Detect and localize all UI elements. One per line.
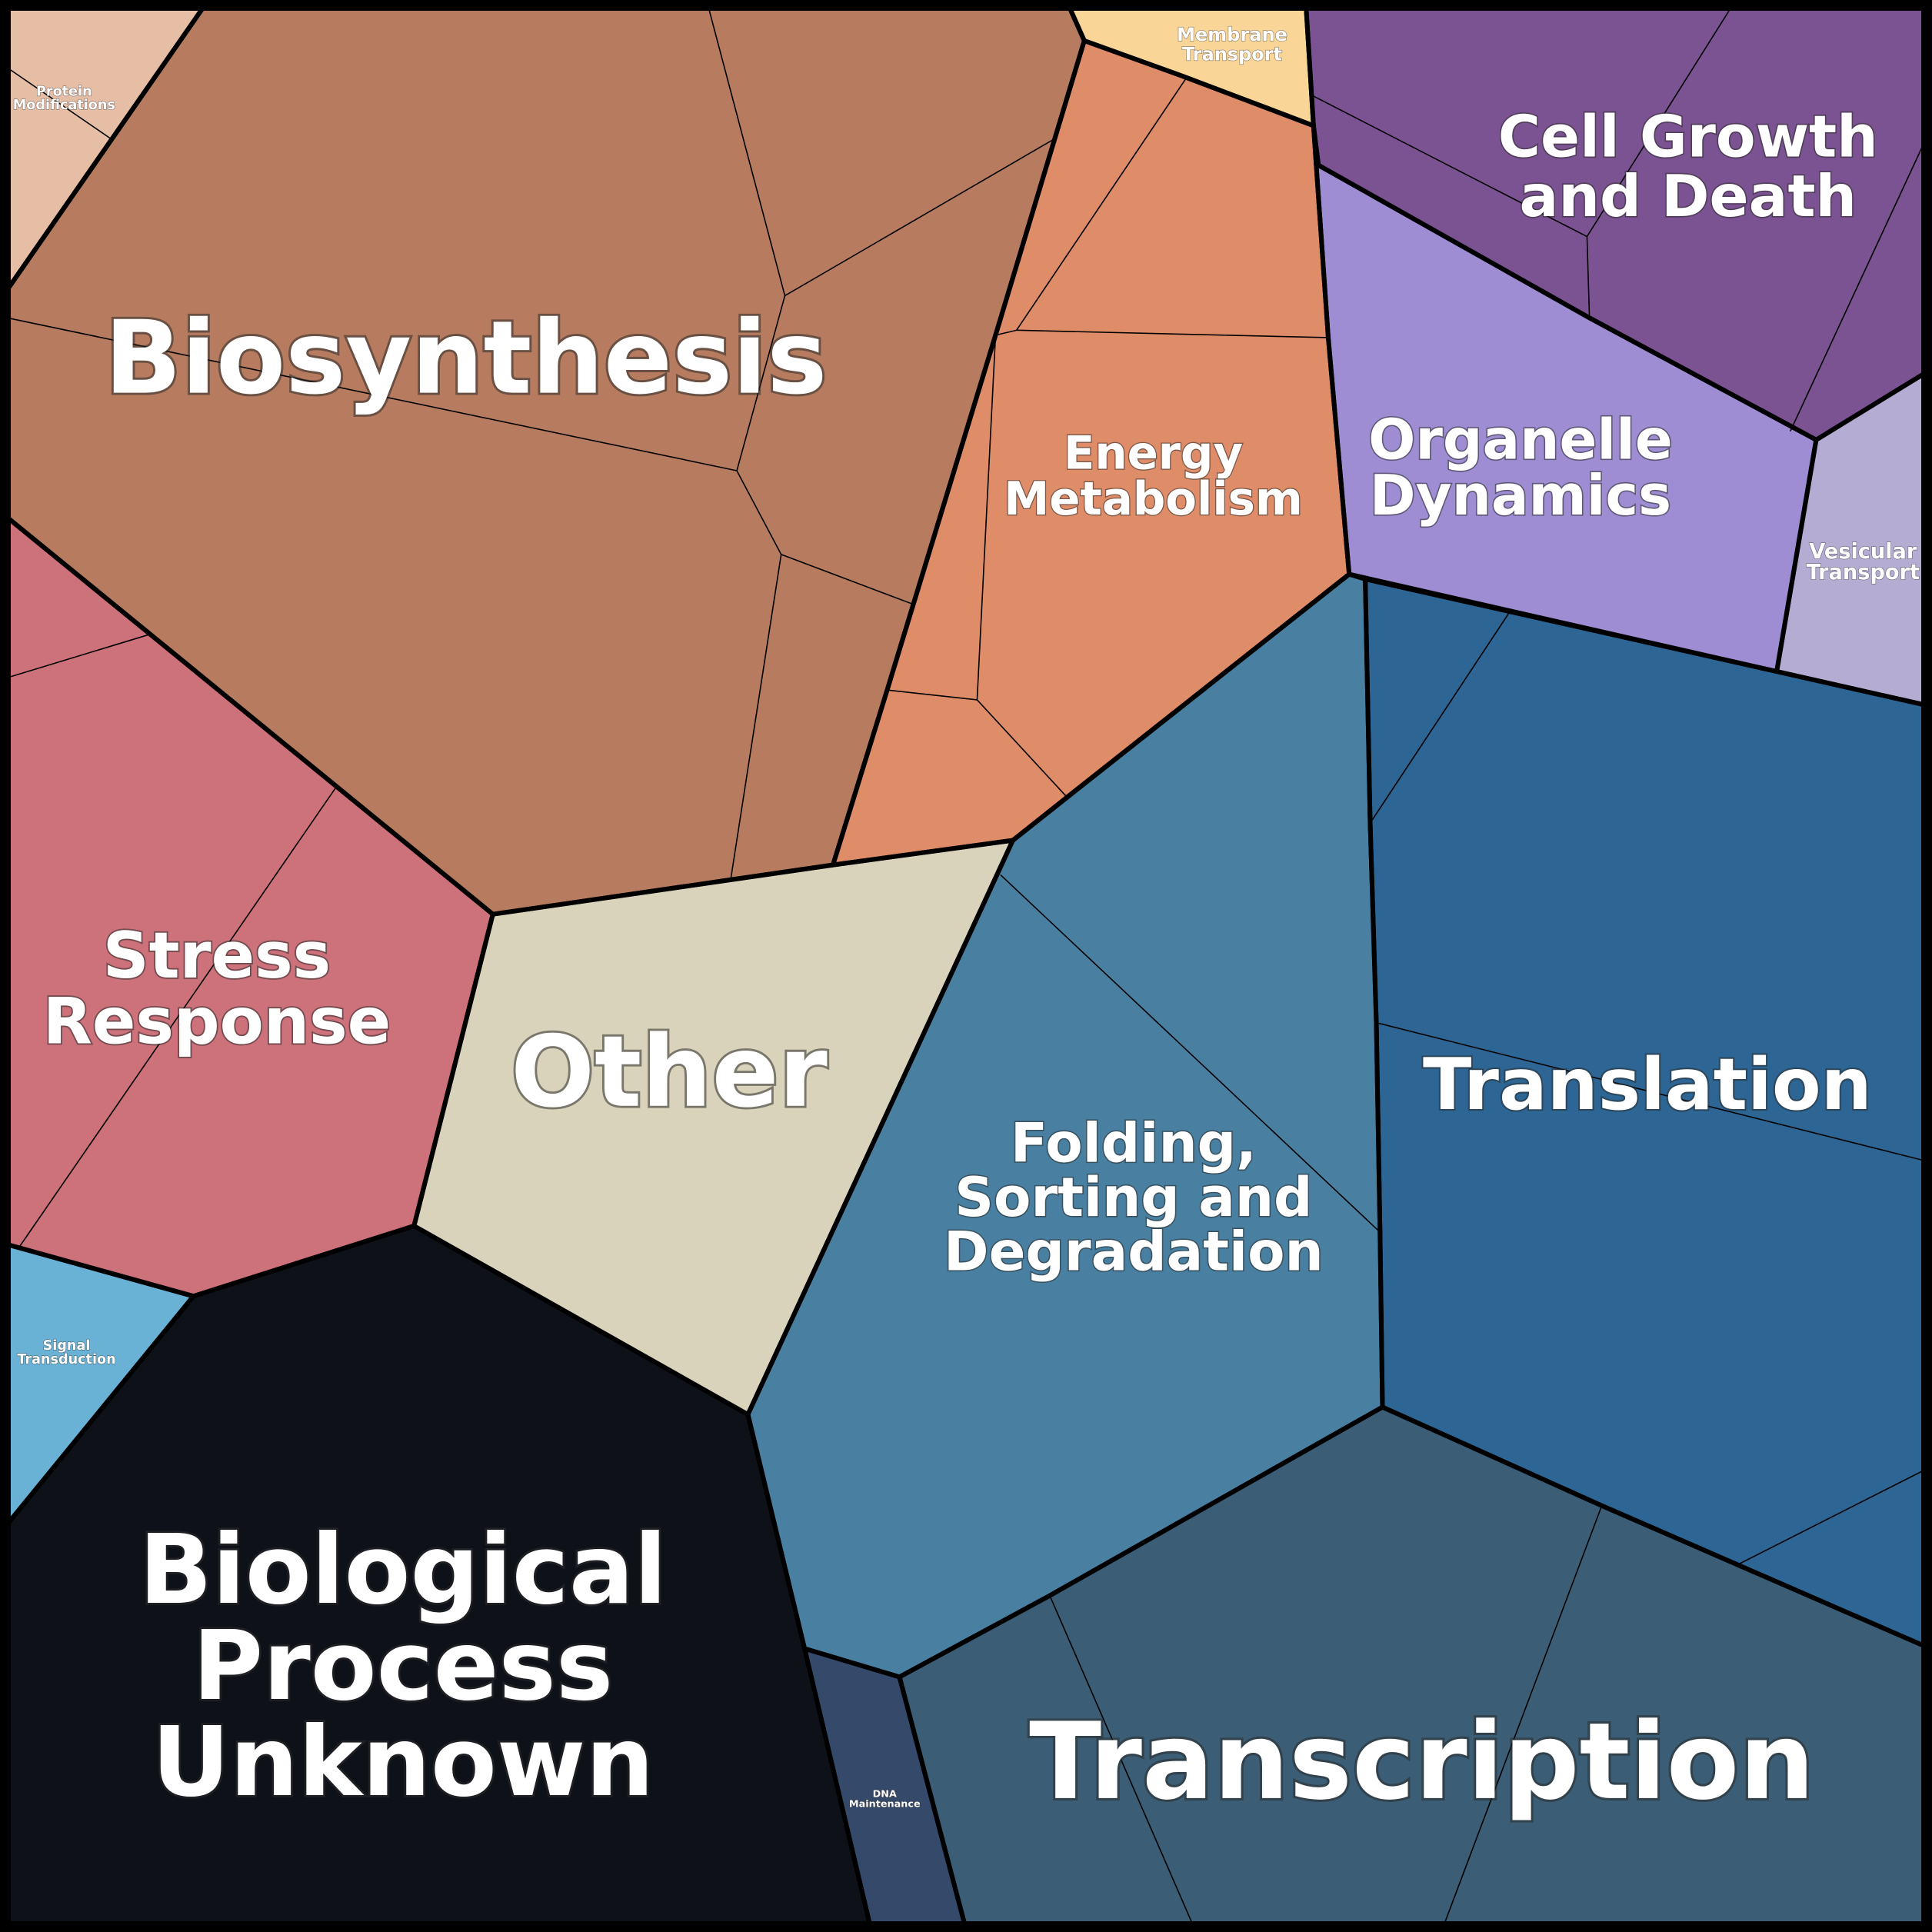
- label-line: Other: [511, 1014, 828, 1129]
- subcell-line-translation: [1369, 611, 1511, 824]
- label-other: Other: [511, 1014, 828, 1129]
- label-line: Maintenance: [849, 1798, 921, 1810]
- label-dna-maintenance: DNA Maintenance: [849, 1788, 921, 1810]
- label-line: Metabolism: [1004, 472, 1303, 525]
- label-stress-response: Stress Response: [43, 918, 391, 1058]
- subcell-line-stress-response: [18, 788, 336, 1249]
- subcell-line-energy-metabolism: [995, 329, 1017, 336]
- label-biosynthesis: Biosynthesis: [105, 298, 828, 416]
- subcell-line-translation: [1737, 1469, 1925, 1566]
- subcell-line-biosynthesis: [784, 137, 1057, 297]
- label-line: Organelle: [1368, 408, 1673, 473]
- label-line: Membrane: [1177, 24, 1287, 45]
- label-line: Response: [43, 984, 391, 1058]
- label-line: Transport: [1807, 561, 1920, 585]
- label-line: Transduction: [17, 1352, 115, 1367]
- label-line: Folding,: [1011, 1112, 1257, 1175]
- subcell-line-protein-modifications: [7, 67, 114, 142]
- subcell-boundaries: [7, 7, 1926, 1925]
- label-cell-growth-and-death: Cell Growth and Death: [1498, 103, 1878, 231]
- label-line: Unknown: [152, 1706, 654, 1817]
- label-energy-metabolism: Energy Metabolism: [1004, 426, 1303, 525]
- label-line: Biosynthesis: [105, 298, 828, 416]
- label-line: Protein: [36, 84, 92, 99]
- subcell-line-translation: [1376, 1021, 1925, 1161]
- label-line: and Death: [1520, 162, 1857, 230]
- label-line: Translation: [1423, 1043, 1872, 1126]
- label-vesicular-transport: Vesicular Transport: [1807, 539, 1920, 584]
- label-line: Dynamics: [1370, 464, 1671, 528]
- subcell-line-biosynthesis: [781, 554, 912, 605]
- subcell-line-biosynthesis: [7, 317, 738, 471]
- subcell-line-energy-metabolism: [1016, 329, 1329, 338]
- subcell-line-transcription: [1049, 1595, 1194, 1925]
- label-line: Stress: [103, 918, 331, 992]
- subcell-line-folding-sorting-and-degradation: [1000, 874, 1381, 1233]
- label-line: Signal: [43, 1338, 91, 1354]
- label-line: Modifications: [13, 98, 115, 113]
- cell-layer: [6, 6, 1926, 1926]
- subcell-line-cell-growth-and-death: [1790, 141, 1926, 432]
- subcell-line-energy-metabolism: [976, 335, 997, 700]
- subcell-line-cell-growth-and-death: [1313, 95, 1587, 238]
- label-translation: Translation: [1423, 1043, 1872, 1126]
- label-line: Transport: [1182, 43, 1282, 65]
- label-organelle-dynamics: Organelle Dynamics: [1368, 408, 1673, 528]
- subcell-line-cell-growth-and-death: [1586, 236, 1591, 318]
- label-line: Sorting and: [954, 1166, 1312, 1229]
- subcell-line-stress-response: [7, 634, 150, 678]
- label-transcription: Transcription: [1029, 1700, 1814, 1824]
- label-line: Energy: [1064, 426, 1243, 479]
- label-line: Process: [192, 1611, 613, 1722]
- subcell-line-energy-metabolism: [887, 689, 978, 701]
- label-line: Biological: [139, 1514, 667, 1626]
- label-line: Vesicular: [1809, 539, 1917, 563]
- label-line: Degradation: [944, 1221, 1324, 1284]
- subcell-line-biosynthesis: [708, 7, 786, 296]
- subcell-line-biosynthesis: [736, 470, 782, 555]
- label-membrane-transport: Membrane Transport: [1177, 24, 1287, 65]
- subcell-line-energy-metabolism: [1016, 77, 1188, 331]
- subcell-line-energy-metabolism: [976, 699, 1068, 798]
- label-line: Cell Growth: [1498, 103, 1878, 171]
- label-biological-process-unknown: Biological Process Unknown: [139, 1514, 667, 1818]
- subcell-line-cell-growth-and-death: [1586, 7, 1732, 238]
- label-line: DNA: [873, 1788, 897, 1800]
- subcell-line-biosynthesis: [736, 295, 786, 471]
- label-line: Transcription: [1029, 1700, 1814, 1824]
- subcell-line-biosynthesis: [730, 554, 782, 880]
- subcell-line-transcription: [1443, 1505, 1603, 1925]
- label-folding-sorting-and-degradation: Folding, Sorting and Degradation: [944, 1112, 1324, 1284]
- label-protein-modifications: Protein Modifications: [13, 84, 115, 113]
- label-signal-transduction: Signal Transduction: [17, 1338, 115, 1367]
- label-layer: Protein Modifications Biosynthesis Membrane…: [12, 23, 1920, 1825]
